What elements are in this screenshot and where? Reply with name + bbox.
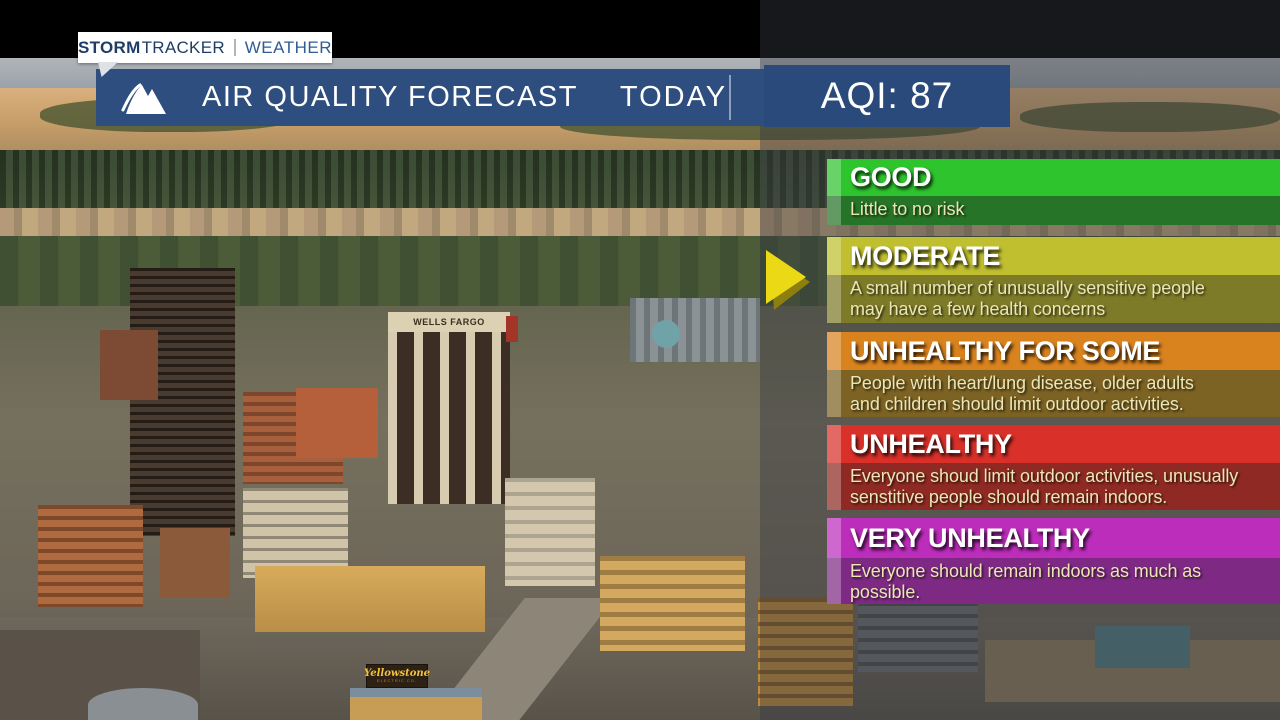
logo-divider: [233, 39, 236, 56]
aqi-card-very-unhealthy: VERY UNHEALTHY Everyone should remain in…: [827, 518, 1280, 604]
building-block: [296, 388, 378, 458]
aqi-category-title: MODERATE: [850, 240, 1001, 271]
banner-title: AIR QUALITY FORECAST: [202, 81, 578, 113]
aqi-card-header: UNHEALTHY: [827, 425, 1280, 463]
warehouse: [255, 566, 485, 632]
electric-co-building: [350, 688, 482, 720]
logo-storm-text: STORM: [78, 37, 141, 57]
aqi-card-header: UNHEALTHY FOR SOME: [827, 332, 1280, 370]
aqi-category-title: GOOD: [850, 162, 932, 192]
office-building: [505, 478, 595, 586]
aqi-card-good: GOOD Little to no risk: [827, 159, 1280, 225]
aqi-card-header: VERY UNHEALTHY: [827, 518, 1280, 558]
aqi-card-body: Little to no risk: [827, 196, 1280, 225]
forecast-banner: AIR QUALITY FORECAST TODAY: [96, 69, 764, 126]
logo-weather-text: WEATHER: [244, 37, 332, 57]
quonset-hut: [88, 688, 198, 720]
aqi-card-body: Everyone should remain indoors as much a…: [827, 558, 1280, 604]
aqi-card-body: Everyone shoud limit outdoor activities,…: [827, 463, 1280, 510]
mountain-icon: [121, 83, 166, 114]
current-aqi-arrow-icon: [764, 247, 816, 318]
aqi-category-desc: Little to no risk: [850, 199, 965, 219]
banner-period: TODAY: [619, 81, 728, 113]
wells-fargo-sign-text: WELLS FARGO: [413, 317, 485, 327]
banner-divider: [729, 75, 731, 120]
tan-building: [600, 556, 745, 651]
aqi-category-title: VERY UNHEALTHY: [850, 522, 1090, 553]
aqi-category-desc: Everyone shoud limit outdoor activities,…: [850, 466, 1239, 507]
aqi-card-header: GOOD: [827, 159, 1280, 196]
aqi-category-desc: People with heart/lung disease, older ad…: [850, 373, 1194, 414]
aqi-value-box: AQI: 87: [764, 65, 1010, 127]
aqi-card-body: People with heart/lung disease, older ad…: [827, 370, 1280, 417]
sign-line1: Yellowstone: [363, 668, 431, 679]
wells-fargo-tower: WELLS FARGO: [388, 312, 518, 504]
apartment-building: [758, 598, 853, 706]
aqi-category-desc: A small number of unusually sensitive pe…: [850, 278, 1205, 319]
aqi-value-text: AQI: 87: [820, 75, 954, 116]
aqi-category-title: UNHEALTHY: [850, 428, 1012, 459]
parking-garage: [243, 488, 348, 578]
building-block: [100, 330, 158, 400]
aqi-card-header: MODERATE: [827, 237, 1280, 275]
aqi-card-unhealthy: UNHEALTHY Everyone shoud limit outdoor a…: [827, 425, 1280, 510]
hotel-building: [38, 505, 143, 607]
aqi-category-desc: Everyone should remain indoors as much a…: [850, 561, 1202, 602]
aqi-card-body: A small number of unusually sensitive pe…: [827, 275, 1280, 323]
sign-line2: ELECTRIC CO.: [376, 678, 417, 683]
logo-tracker-text: TRACKER: [141, 37, 225, 57]
teal-shed: [1095, 626, 1190, 668]
building-block: [160, 528, 230, 598]
aqi-category-title: UNHEALTHY FOR SOME: [850, 335, 1161, 366]
grain-silos: [630, 298, 760, 362]
wells-fargo-sign: WELLS FARGO: [388, 312, 510, 332]
aqi-card-moderate: MODERATE A small number of unusually sen…: [827, 237, 1280, 323]
building-block: [858, 602, 978, 672]
stormtracker-logo: STORM TRACKER WEATHER: [78, 32, 332, 63]
doubletree-tower: [130, 268, 235, 536]
red-sign: [506, 316, 518, 342]
tree-patch: [1020, 102, 1280, 132]
teal-tank: [652, 320, 680, 348]
aqi-card-unhealthy-for-some: UNHEALTHY FOR SOME People with heart/lun…: [827, 332, 1280, 417]
yellowstone-electric-sign: Yellowstone ELECTRIC CO.: [363, 664, 431, 688]
